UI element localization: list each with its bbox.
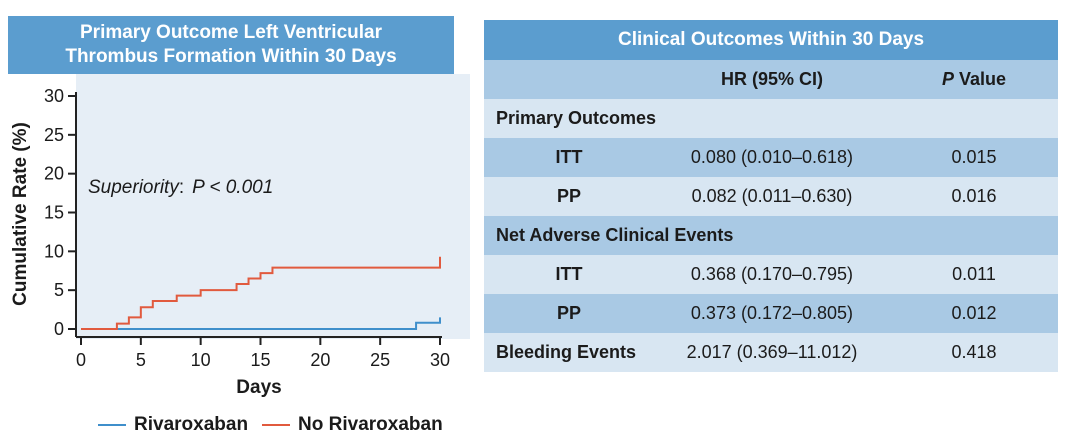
outcomes-table: Clinical Outcomes Within 30 Days HR (95%… bbox=[484, 20, 1059, 372]
legend-label-rivaroxaban: Rivaroxaban bbox=[134, 414, 249, 435]
y-tick-label: 25 bbox=[44, 125, 64, 145]
y-tick-label: 15 bbox=[44, 203, 64, 223]
annotation-colon: : bbox=[179, 177, 184, 198]
table-row: ITT 0.080 (0.010–0.618) 0.015 bbox=[484, 138, 1059, 177]
series-line-rivaroxaban bbox=[81, 317, 441, 330]
series-line-no-rivaroxaban bbox=[81, 256, 441, 330]
row-label: ITT bbox=[555, 264, 583, 284]
row-hr: 0.373 (0.172–0.805) bbox=[690, 303, 854, 323]
row-hr: 0.080 (0.010–0.618) bbox=[690, 147, 854, 167]
table-header-row: HR (95% CI) P Value bbox=[484, 60, 1059, 99]
header-p-rest: Value bbox=[954, 69, 1007, 89]
y-tick-label: 5 bbox=[54, 280, 64, 300]
y-axis-title: Cumulative Rate (%) bbox=[10, 122, 31, 306]
y-tick-label: 20 bbox=[44, 164, 64, 184]
row-hr: 0.368 (0.170–0.795) bbox=[690, 264, 854, 284]
x-tick-label: 25 bbox=[370, 350, 390, 370]
x-axis-title: Days bbox=[236, 377, 281, 398]
legend-swatch-rivaroxaban bbox=[98, 424, 126, 426]
legend-item-no-rivaroxaban: No Rivaroxaban bbox=[262, 414, 443, 436]
x-tick-label: 30 bbox=[430, 350, 450, 370]
row-p: 0.011 bbox=[952, 264, 996, 284]
row-p: 0.016 bbox=[951, 186, 997, 206]
x-tick-label: 0 bbox=[76, 350, 86, 370]
chart-title-line2: Thrombus Formation Within 30 Days bbox=[65, 46, 397, 67]
legend-swatch-no-rivaroxaban bbox=[262, 424, 291, 426]
row-label: PP bbox=[556, 303, 581, 323]
annotation-prefix: Superiority bbox=[88, 177, 180, 198]
section-net-adverse-events: Net Adverse Clinical Events bbox=[484, 216, 1059, 255]
row-hr: 0.082 (0.011–0.630) bbox=[691, 186, 853, 206]
chart-title-banner: Primary Outcome Left Ventricular Thrombu… bbox=[8, 16, 454, 74]
table-row: ITT 0.368 (0.170–0.795) 0.011 bbox=[484, 255, 1059, 294]
y-tick-label: 30 bbox=[44, 86, 64, 106]
legend-item-rivaroxaban: Rivaroxaban bbox=[98, 414, 248, 436]
row-label: PP bbox=[556, 186, 581, 206]
table-title: Clinical Outcomes Within 30 Days bbox=[484, 20, 1059, 60]
table-row: PP 0.082 (0.011–0.630) 0.016 bbox=[484, 177, 1059, 216]
y-tick-label: 10 bbox=[44, 241, 64, 261]
table-row: PP 0.373 (0.172–0.805) 0.012 bbox=[484, 294, 1059, 333]
row-label: ITT bbox=[555, 147, 583, 167]
kaplan-meier-chart: 0 5 10 15 20 25 30 0 5 10 15 20 25 30 Superiority: P <… bbox=[10, 74, 470, 398]
header-hr: HR (95% CI) bbox=[654, 60, 890, 99]
header-p-value: P Value bbox=[890, 60, 1059, 99]
table-row-bleeding: Bleeding Events 2.017 (0.369–11.012) 0.4… bbox=[484, 333, 1059, 372]
plot-background bbox=[76, 74, 470, 339]
row-p: 0.418 bbox=[951, 342, 997, 362]
chart-legend: Rivaroxaban No Rivaroxaban bbox=[98, 412, 457, 438]
x-tick-label: 20 bbox=[310, 350, 330, 370]
row-p: 0.015 bbox=[951, 147, 997, 167]
header-empty bbox=[484, 60, 654, 99]
row-label: Bleeding Events bbox=[496, 342, 637, 362]
row-hr: 2.017 (0.369–11.012) bbox=[686, 342, 858, 362]
y-tick-label: 0 bbox=[54, 319, 64, 339]
section-primary-outcomes: Primary Outcomes bbox=[484, 99, 1059, 138]
annotation-value: P < 0.001 bbox=[192, 177, 273, 198]
x-tick-label: 10 bbox=[191, 350, 211, 370]
legend-label-no-rivaroxaban: No Rivaroxaban bbox=[298, 414, 443, 435]
chart-title-line1: Primary Outcome Left Ventricular bbox=[80, 22, 382, 43]
header-p-italic: P bbox=[941, 69, 954, 89]
x-tick-label: 15 bbox=[250, 350, 270, 370]
x-tick-label: 5 bbox=[136, 350, 146, 370]
annotation-text: Superiority: P < 0.001 bbox=[88, 177, 273, 198]
row-p: 0.012 bbox=[951, 303, 997, 323]
